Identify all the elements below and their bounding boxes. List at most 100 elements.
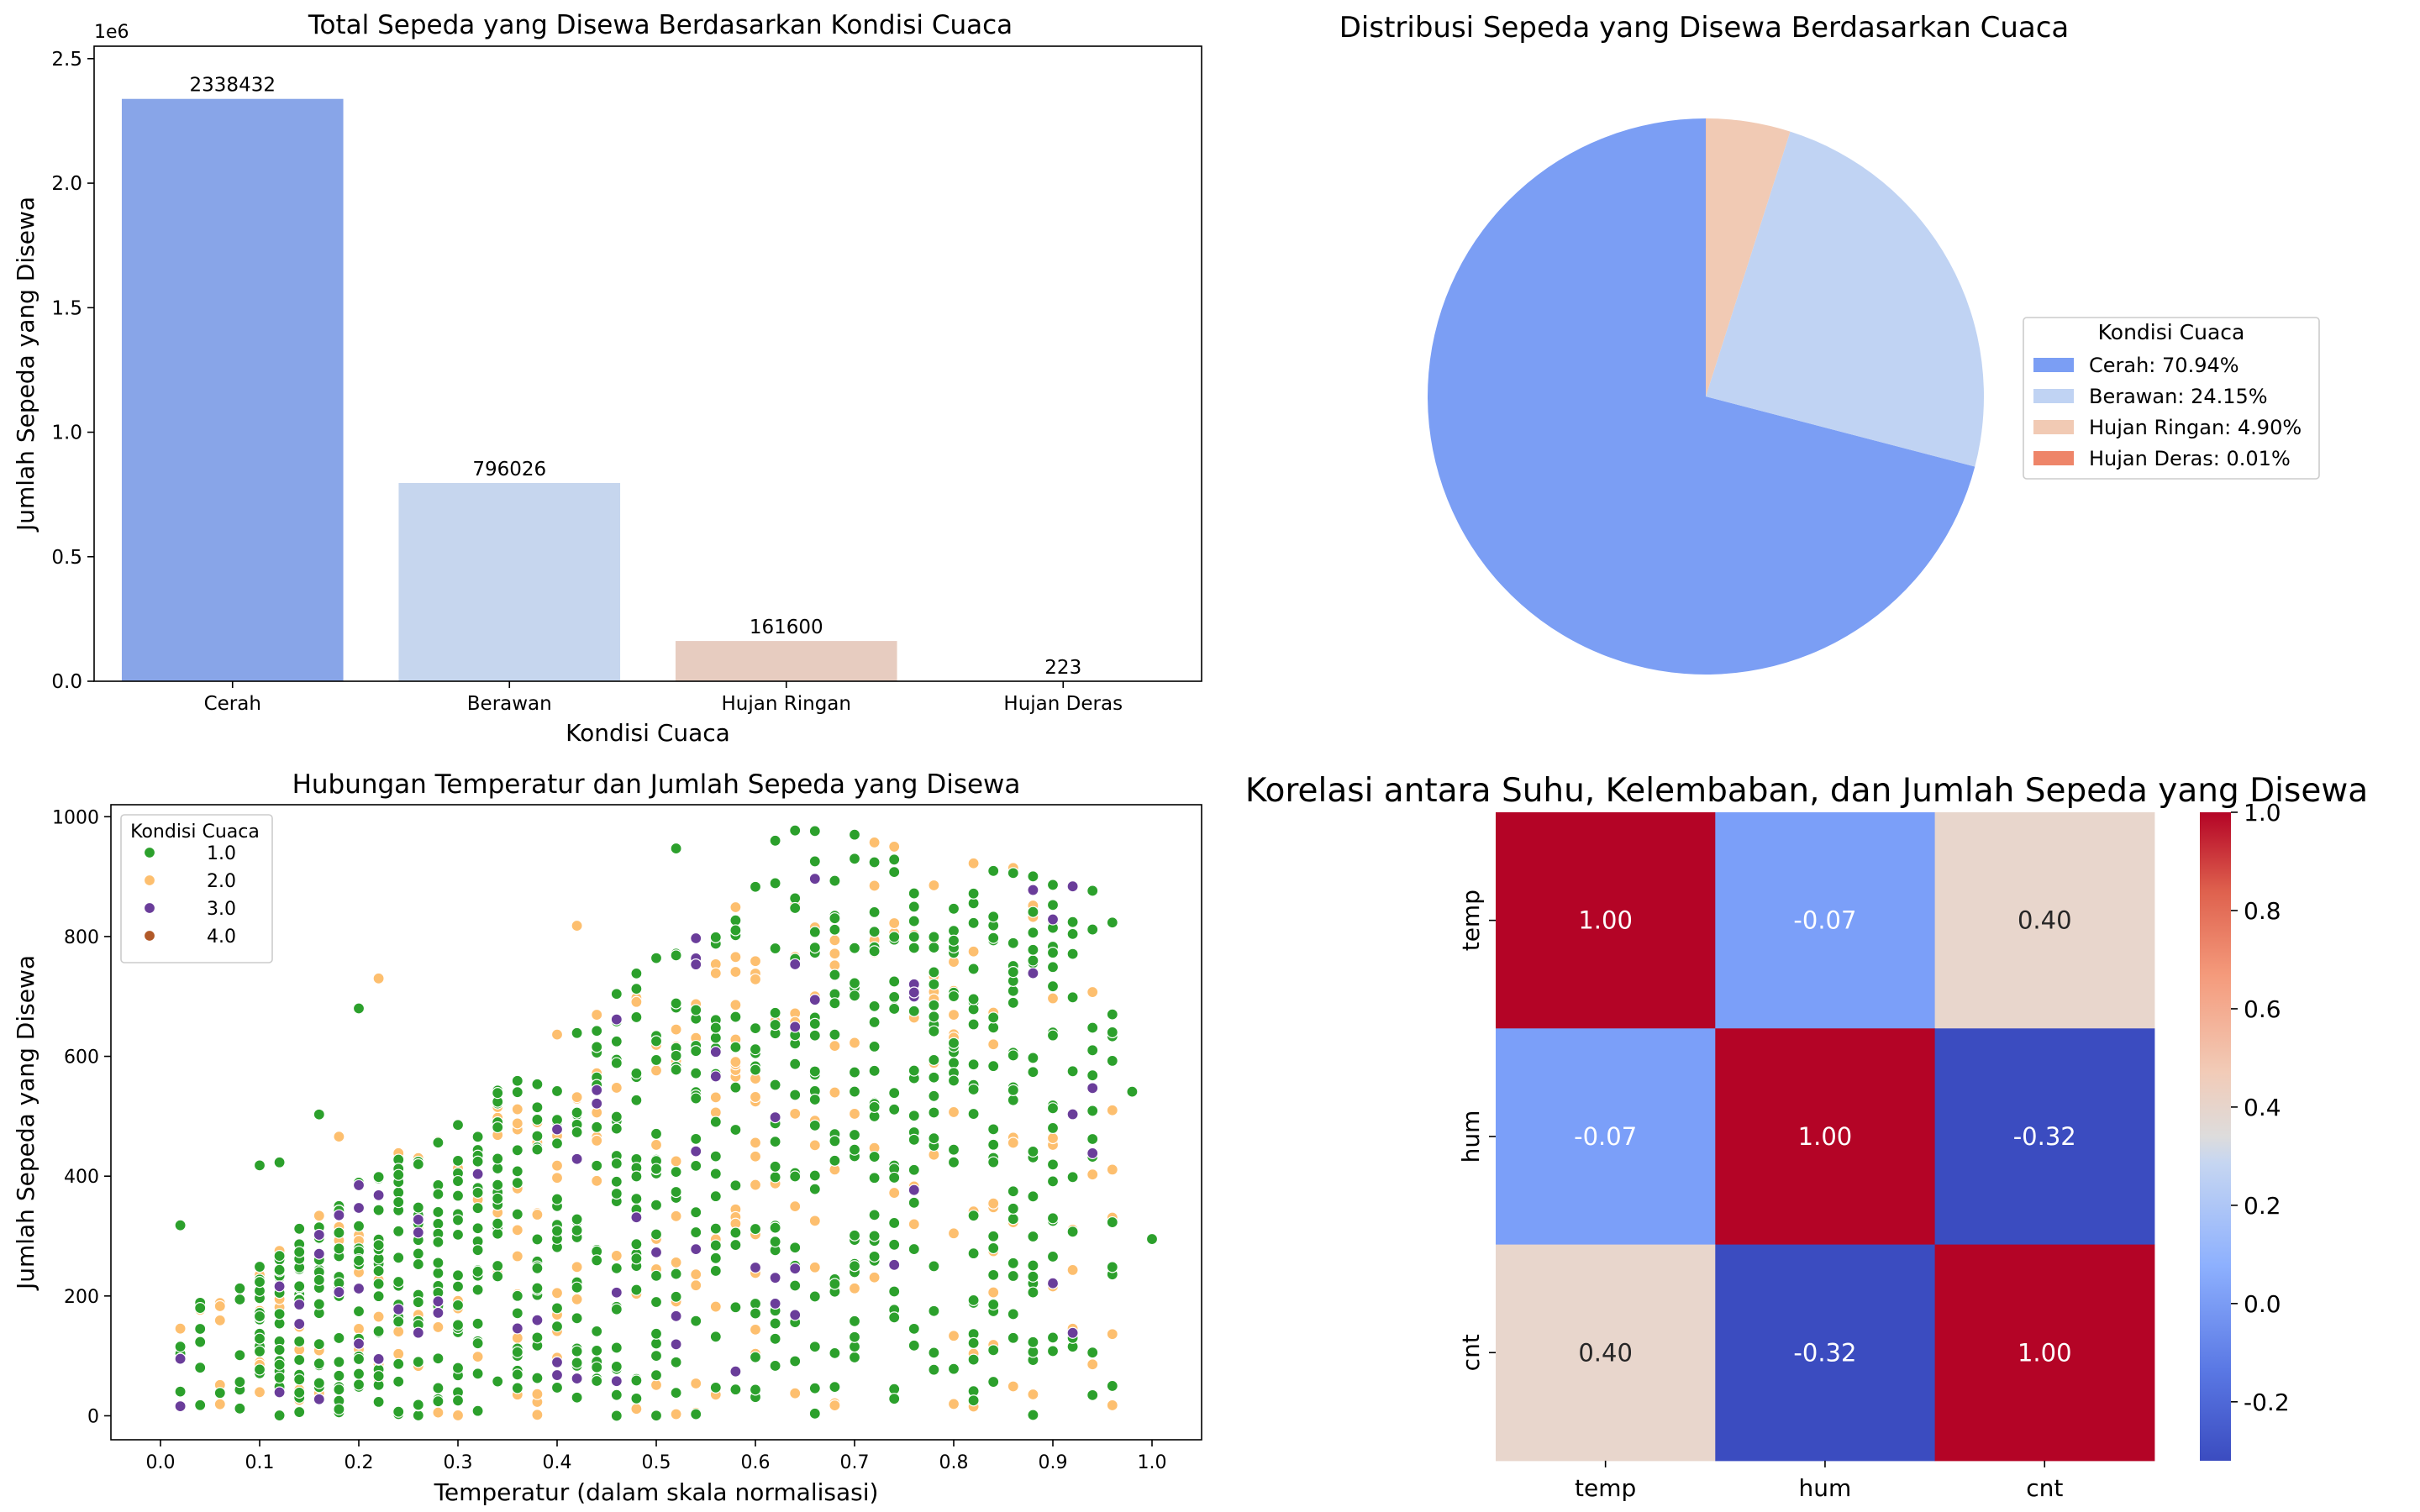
scatter-point: [967, 1353, 980, 1366]
scatter-point: [848, 1066, 861, 1079]
bar-y-tick-label: 1.5: [51, 297, 82, 319]
scatter-point: [352, 1201, 366, 1215]
scatter-point: [550, 1225, 564, 1237]
scatter-legend[interactable]: Kondisi Cuaca 1.0 2.0 3.0 4.0: [120, 814, 273, 963]
heatmap-cell: [1934, 1028, 2155, 1246]
scatter-point: [967, 1247, 980, 1260]
scatter-point: [550, 1193, 564, 1205]
scatter-point: [591, 1008, 603, 1021]
scatter-point: [234, 1402, 246, 1415]
scatter-point: [908, 1184, 920, 1196]
scatter-point: [749, 955, 762, 968]
scatter-point: [471, 1168, 484, 1180]
scatter-point: [769, 834, 781, 847]
scatter-point: [749, 880, 762, 893]
scatter-point: [690, 1132, 702, 1145]
scatter-point: [808, 1407, 821, 1420]
pie-legend-frame: [2023, 317, 2320, 480]
scatter-point: [571, 1106, 583, 1119]
scatter-point: [550, 1159, 564, 1172]
scatter-point: [313, 1338, 325, 1351]
scatter-point: [1027, 906, 1039, 918]
pie-legend[interactable]: Kondisi Cuaca Cerah: 70.94% Berawan: 24.1…: [2023, 317, 2320, 480]
scatter-point: [967, 963, 980, 975]
scatter-point: [650, 1378, 663, 1391]
scatter-x-tick-label: 0.6: [741, 1452, 771, 1473]
scatter-point: [888, 866, 901, 879]
scatter-point: [1027, 1066, 1039, 1079]
scatter-point: [690, 1145, 702, 1158]
scatter-point: [1066, 948, 1079, 960]
scatter-point: [1086, 1044, 1099, 1057]
scatter-point: [928, 931, 940, 943]
scatter-point: [947, 990, 960, 1003]
scatter-point: [650, 1138, 663, 1152]
scatter-point: [1027, 884, 1039, 896]
scatter-point: [451, 1214, 465, 1226]
scatter-point: [511, 1144, 523, 1157]
scatter-point: [610, 1187, 623, 1200]
scatter-point: [630, 1374, 643, 1387]
scatter-point: [531, 1388, 544, 1400]
heatmap-cell: [1496, 1028, 1716, 1246]
scatter-point: [749, 1261, 762, 1274]
scatter-point: [451, 1409, 465, 1422]
scatter-point: [670, 997, 682, 1010]
scatter-point: [868, 1271, 881, 1284]
pie-slice: [1706, 131, 1984, 467]
scatter-point: [729, 1179, 742, 1192]
scatter-point: [650, 1246, 663, 1258]
scatter-point: [987, 1011, 1000, 1024]
scatter-point: [550, 1320, 564, 1333]
scatter-point: [412, 1226, 424, 1239]
scatter-point: [372, 1352, 385, 1365]
scatter-point: [670, 1023, 682, 1036]
scatter-point: [829, 874, 841, 887]
scatter-point: [174, 1385, 187, 1398]
scatter-point: [1066, 927, 1079, 940]
scatter-point: [967, 1107, 980, 1121]
scatter-point: [571, 1372, 583, 1385]
scatter-point: [412, 1409, 424, 1422]
scatter-point: [868, 926, 881, 938]
scatter-point: [333, 1369, 345, 1382]
scatter-point: [670, 1408, 682, 1420]
scatter-point: [928, 1089, 940, 1102]
scatter-point: [352, 1378, 366, 1391]
scatter-point: [789, 1021, 802, 1033]
scatter-point: [888, 853, 901, 866]
scatter-point: [591, 1159, 603, 1172]
scatter-point: [313, 1377, 325, 1389]
scatter-point: [789, 1279, 802, 1292]
scatter-y-tick-label: 600: [64, 1047, 99, 1068]
scatter-point: [808, 1029, 821, 1042]
scatter-point: [1007, 937, 1019, 949]
scatter-point: [511, 1117, 523, 1130]
scatter-point: [471, 1244, 484, 1257]
scatter-point: [1106, 1379, 1118, 1393]
scatter-point: [1027, 870, 1039, 883]
scatter-point: [848, 1085, 861, 1098]
scatter-point: [928, 1025, 940, 1037]
scatter-point: [451, 1174, 465, 1188]
scatter-point: [888, 1311, 901, 1324]
scatter-point: [1066, 991, 1079, 1004]
scatter-point: [492, 1259, 504, 1273]
scatter-point: [630, 1067, 643, 1080]
scatter-point: [550, 1123, 564, 1136]
scatter-point: [1046, 947, 1060, 959]
bar-chart-panel: Total Sepeda yang Disewa Berdasarkan Kon…: [12, 10, 1202, 747]
scatter-point: [729, 900, 742, 914]
heatmap-cell: [1715, 1244, 1936, 1462]
scatter-legend-marker: [143, 929, 156, 942]
scatter-point: [392, 1225, 405, 1237]
scatter-point: [1027, 954, 1039, 967]
scatter-point: [273, 1386, 286, 1399]
scatter-legend-label: 1.0: [207, 843, 236, 864]
scatter-point: [789, 958, 802, 971]
scatter-point: [868, 1064, 881, 1077]
scatter-point: [511, 1368, 523, 1381]
scatter-point: [432, 1257, 445, 1269]
scatter-point: [591, 1361, 603, 1373]
scatter-point: [194, 1399, 207, 1411]
